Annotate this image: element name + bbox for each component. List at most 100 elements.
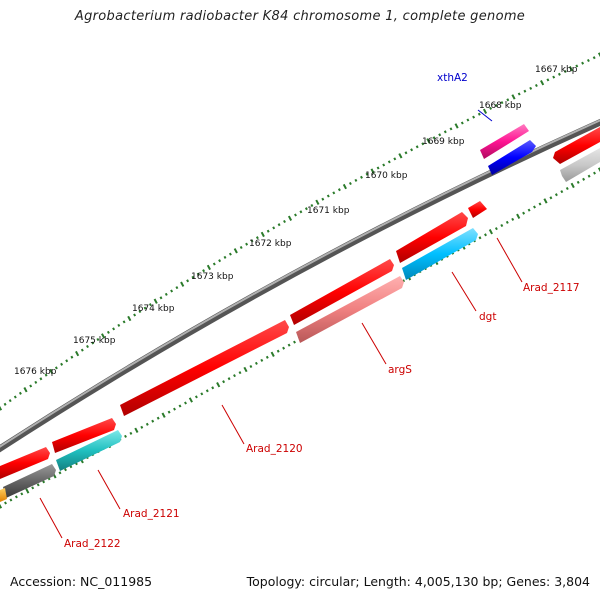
tick-mark [14,495,18,499]
gene-feature[interactable] [56,430,122,471]
tick-label-1674: 1674 kbp [132,304,175,314]
tick-mark [228,252,232,256]
tick-mark [484,233,487,237]
gene-feature[interactable] [396,212,468,263]
tick-mark [277,223,281,227]
tick-mark [581,61,585,65]
tick-mark [522,211,526,215]
gene-feature[interactable] [480,124,529,159]
tick-mark [96,337,100,342]
tick-mark [506,98,510,102]
tick-mark [299,210,303,214]
tick-mark [170,289,174,293]
gene-label-dgt[interactable]: dgt [479,311,496,323]
tick-mark [432,136,436,140]
tick-mark [472,115,476,119]
tick-mark [178,404,182,408]
gene-feature[interactable] [3,464,56,498]
tick-mark [527,208,531,212]
tick-mark [127,315,132,322]
tick-labels: 1667 kbp 1668 kbp 1669 kbp 1670 kbp 1671… [14,65,578,377]
tick-mark [516,213,521,219]
gene-feature[interactable] [402,228,478,280]
tick-mark [382,163,386,167]
tick-mark [586,58,590,63]
gene-feature[interactable] [488,140,536,175]
tick-mark [164,292,168,296]
tick-mark [101,333,106,339]
gene-labels: xthA2 Arad_2117 dgt argS Arad_2120 Arad_… [64,72,580,550]
tick-mark [276,349,280,353]
tick-mark [482,108,488,114]
tick-mark [153,298,158,304]
gene-feature[interactable] [0,488,7,502]
tick-mark [500,223,504,228]
tick-mark [421,142,425,146]
tick-mark [31,486,35,490]
tick-mark [348,181,352,186]
tick-mark [587,174,591,178]
tick-mark [54,366,58,370]
tick-mark [575,64,579,68]
tick-mark [184,401,187,405]
tick-mark [597,52,600,58]
tick-mark [239,245,243,250]
gene-label-xtha2[interactable]: xthA2 [437,72,468,84]
gene-feature[interactable] [290,259,394,325]
tick-mark [523,89,527,93]
tick-mark [0,503,3,509]
tick-mark [552,75,556,79]
tick-mark [477,112,481,116]
tick-mark [250,239,254,243]
tick-mark [216,382,221,388]
tick-mark [410,148,414,152]
gene-feature[interactable] [0,447,50,479]
tick-mark [354,178,358,182]
tick-mark [60,362,64,366]
tick-mark [294,213,297,217]
tick-mark [233,248,238,254]
gene-label-args[interactable]: argS [388,364,412,376]
tick-mark [438,133,442,137]
tick-mark [222,380,226,384]
gene-label-arad-2121[interactable]: Arad_2121 [123,508,180,520]
tick-mark [134,427,139,433]
tick-mark [260,358,264,362]
gene-feature[interactable] [468,201,487,218]
forward-strand-genes [0,124,600,479]
tick-mark [75,350,80,357]
gene-feature[interactable] [560,148,600,182]
tick-mark [540,80,545,86]
tick-mark [489,106,493,110]
tick-mark [593,171,596,175]
tick-mark [49,368,54,375]
gene-feature[interactable] [52,418,116,453]
gene-feature[interactable] [120,320,289,416]
tick-mark [310,203,314,208]
tick-mark [20,492,24,496]
gene-label-arad-2122[interactable]: Arad_2122 [64,538,121,550]
tick-mark [360,175,363,179]
tick-mark [287,215,293,221]
tick-mark [517,92,521,96]
gene-feature[interactable] [553,127,600,164]
tick-mark [546,78,550,82]
gene-feature[interactable] [296,276,404,343]
tick-mark [570,182,575,189]
tick-mark [112,327,116,331]
tick-mark [282,346,286,350]
tick-mark [70,355,74,359]
tick-mark [161,412,166,418]
tick-mark [554,193,558,197]
gene-label-arad-2117[interactable]: Arad_2117 [523,282,580,294]
tick-mark [326,194,330,198]
tick-mark [582,177,586,181]
gene-label-arad-2120[interactable]: Arad_2120 [246,443,303,455]
tick-mark [426,138,431,144]
tick-mark [196,272,200,276]
map-title: Agrobacterium radiobacter K84 chromosome… [74,9,526,24]
tick-mark [283,219,286,224]
tick-mark [254,361,258,365]
tick-mark [592,56,596,60]
tick-label-1670: 1670 kbp [365,171,408,181]
